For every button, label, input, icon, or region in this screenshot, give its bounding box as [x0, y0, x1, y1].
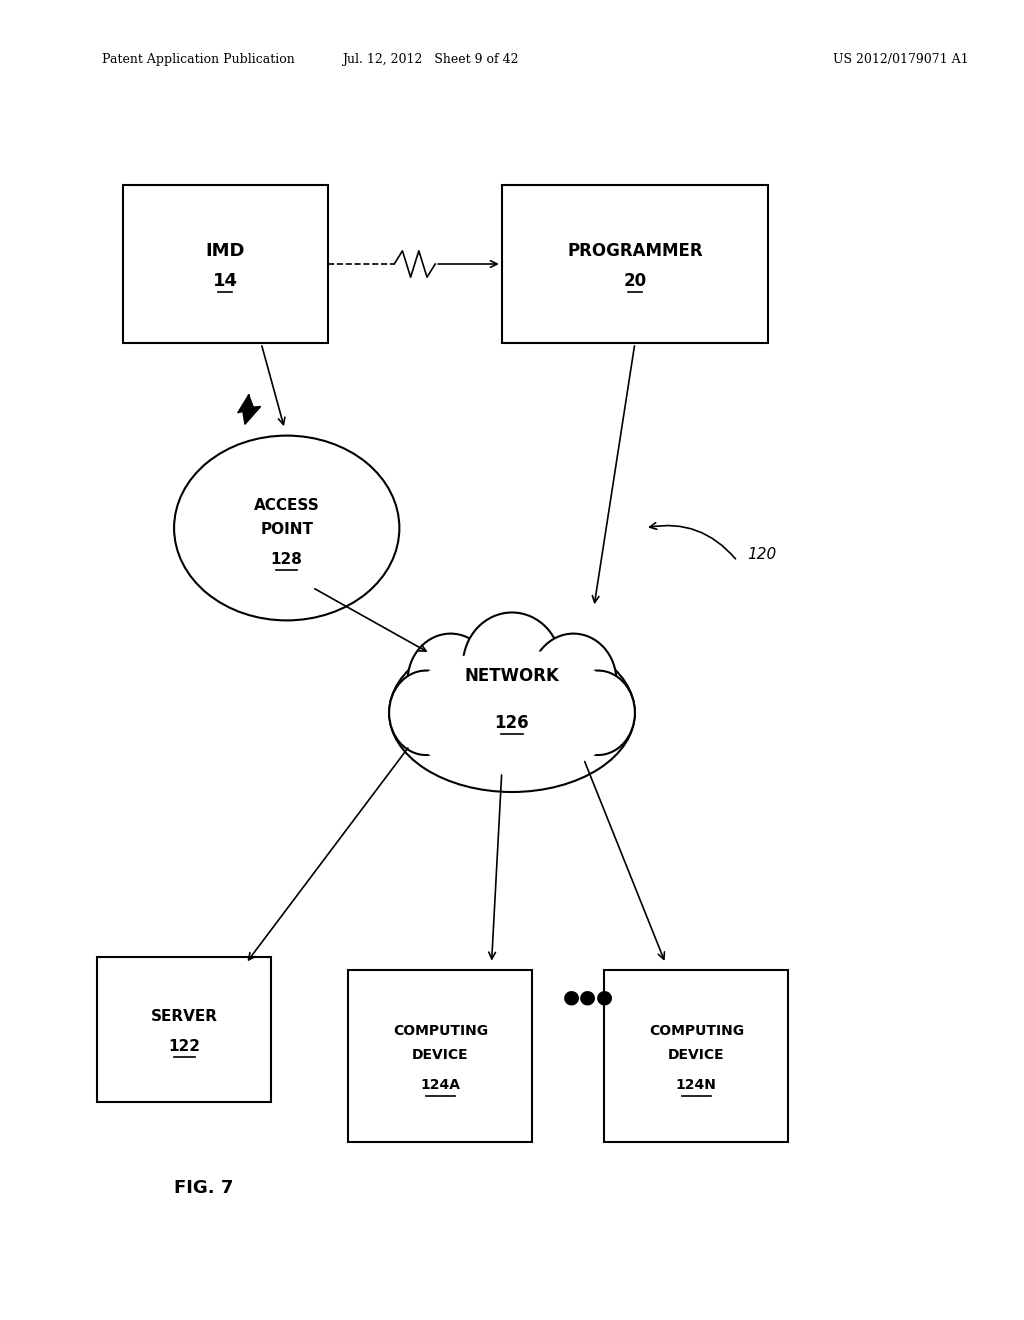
FancyBboxPatch shape	[123, 185, 328, 343]
FancyBboxPatch shape	[604, 970, 788, 1142]
Text: FIG. 7: FIG. 7	[174, 1179, 233, 1197]
Ellipse shape	[530, 634, 616, 729]
Ellipse shape	[174, 436, 399, 620]
Polygon shape	[238, 395, 260, 424]
Text: Patent Application Publication: Patent Application Publication	[102, 53, 295, 66]
Text: 126: 126	[495, 714, 529, 733]
Text: 120: 120	[748, 546, 777, 562]
Text: Jul. 12, 2012   Sheet 9 of 42: Jul. 12, 2012 Sheet 9 of 42	[342, 53, 518, 66]
Text: ●●●: ●●●	[563, 987, 614, 1006]
Ellipse shape	[389, 634, 635, 792]
Text: 124A: 124A	[420, 1078, 461, 1092]
Text: PROGRAMMER: PROGRAMMER	[567, 242, 702, 260]
Text: NETWORK: NETWORK	[465, 667, 559, 685]
Ellipse shape	[408, 634, 494, 729]
Ellipse shape	[401, 649, 623, 776]
FancyBboxPatch shape	[502, 185, 768, 343]
Ellipse shape	[463, 612, 561, 718]
Ellipse shape	[561, 671, 635, 755]
Text: 128: 128	[270, 552, 303, 568]
Text: 122: 122	[168, 1039, 201, 1055]
Text: IMD: IMD	[206, 242, 245, 260]
Text: 20: 20	[624, 272, 646, 290]
Text: ACCESS: ACCESS	[254, 498, 319, 513]
Text: SERVER: SERVER	[151, 1008, 218, 1024]
Text: 124N: 124N	[676, 1078, 717, 1092]
FancyBboxPatch shape	[348, 970, 532, 1142]
Ellipse shape	[389, 671, 463, 755]
Text: COMPUTING: COMPUTING	[649, 1024, 743, 1038]
FancyBboxPatch shape	[97, 957, 271, 1102]
Text: DEVICE: DEVICE	[412, 1048, 469, 1061]
Text: POINT: POINT	[260, 521, 313, 537]
Text: 14: 14	[213, 272, 238, 290]
Text: US 2012/0179071 A1: US 2012/0179071 A1	[834, 53, 969, 66]
Text: DEVICE: DEVICE	[668, 1048, 725, 1061]
Text: COMPUTING: COMPUTING	[393, 1024, 487, 1038]
